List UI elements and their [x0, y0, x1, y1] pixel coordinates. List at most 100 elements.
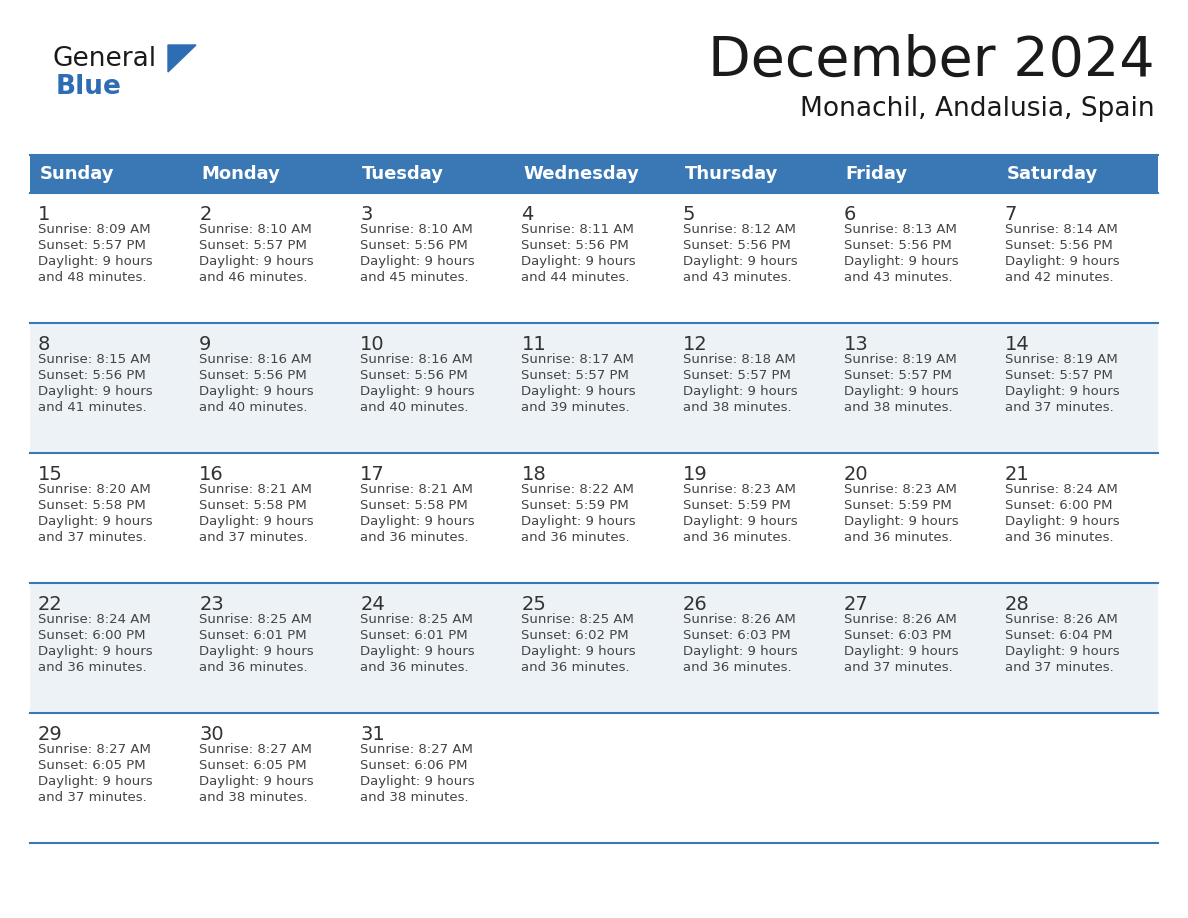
Text: Sunset: 6:03 PM: Sunset: 6:03 PM [843, 629, 952, 642]
Text: Sunset: 5:58 PM: Sunset: 5:58 PM [38, 499, 146, 512]
Text: Sunset: 5:56 PM: Sunset: 5:56 PM [360, 369, 468, 382]
Text: Sunrise: 8:10 AM: Sunrise: 8:10 AM [200, 223, 312, 236]
Polygon shape [168, 45, 196, 72]
Text: Sunrise: 8:24 AM: Sunrise: 8:24 AM [38, 613, 151, 626]
Text: Sunrise: 8:26 AM: Sunrise: 8:26 AM [1005, 613, 1118, 626]
Text: 2: 2 [200, 205, 211, 224]
Text: 13: 13 [843, 335, 868, 354]
Text: December 2024: December 2024 [708, 34, 1155, 88]
Text: Monachil, Andalusia, Spain: Monachil, Andalusia, Spain [801, 96, 1155, 122]
Text: 1: 1 [38, 205, 50, 224]
Text: 15: 15 [38, 465, 63, 484]
Text: Thursday: Thursday [684, 165, 778, 183]
Text: Daylight: 9 hours: Daylight: 9 hours [38, 385, 152, 398]
Text: 8: 8 [38, 335, 50, 354]
Bar [513, 323, 675, 453]
Text: Sunrise: 8:12 AM: Sunrise: 8:12 AM [683, 223, 796, 236]
Text: Daylight: 9 hours: Daylight: 9 hours [522, 645, 636, 658]
Bar [513, 713, 675, 843]
Text: and 43 minutes.: and 43 minutes. [843, 271, 953, 284]
Text: and 38 minutes.: and 38 minutes. [843, 401, 953, 414]
Text: 17: 17 [360, 465, 385, 484]
Text: 11: 11 [522, 335, 546, 354]
Bar [997, 583, 1158, 713]
Text: Daylight: 9 hours: Daylight: 9 hours [843, 385, 959, 398]
Text: Sunset: 6:00 PM: Sunset: 6:00 PM [38, 629, 145, 642]
Bar [30, 583, 191, 713]
Text: and 36 minutes.: and 36 minutes. [522, 661, 630, 674]
Text: Daylight: 9 hours: Daylight: 9 hours [683, 385, 797, 398]
Text: Sunrise: 8:13 AM: Sunrise: 8:13 AM [843, 223, 956, 236]
Text: 18: 18 [522, 465, 546, 484]
Text: 16: 16 [200, 465, 223, 484]
Text: Blue: Blue [56, 74, 122, 100]
Text: Sunset: 5:57 PM: Sunset: 5:57 PM [522, 369, 630, 382]
Text: Sunset: 5:56 PM: Sunset: 5:56 PM [1005, 239, 1113, 252]
Bar [835, 155, 997, 193]
Text: and 37 minutes.: and 37 minutes. [38, 791, 147, 804]
Bar [353, 323, 513, 453]
Text: and 44 minutes.: and 44 minutes. [522, 271, 630, 284]
Text: Daylight: 9 hours: Daylight: 9 hours [200, 645, 314, 658]
Bar [513, 193, 675, 323]
Text: Daylight: 9 hours: Daylight: 9 hours [360, 515, 475, 528]
Text: Sunset: 5:57 PM: Sunset: 5:57 PM [38, 239, 146, 252]
Text: Sunrise: 8:17 AM: Sunrise: 8:17 AM [522, 353, 634, 366]
Text: 31: 31 [360, 725, 385, 744]
Text: Sunset: 5:58 PM: Sunset: 5:58 PM [200, 499, 307, 512]
Text: Sunset: 6:02 PM: Sunset: 6:02 PM [522, 629, 630, 642]
Text: Daylight: 9 hours: Daylight: 9 hours [843, 515, 959, 528]
Text: and 40 minutes.: and 40 minutes. [360, 401, 469, 414]
Text: 7: 7 [1005, 205, 1017, 224]
Text: 20: 20 [843, 465, 868, 484]
Text: and 37 minutes.: and 37 minutes. [843, 661, 953, 674]
Text: and 38 minutes.: and 38 minutes. [200, 791, 308, 804]
Text: 14: 14 [1005, 335, 1030, 354]
Text: Sunset: 5:57 PM: Sunset: 5:57 PM [1005, 369, 1113, 382]
Text: Sunrise: 8:19 AM: Sunrise: 8:19 AM [843, 353, 956, 366]
Text: Sunset: 6:05 PM: Sunset: 6:05 PM [38, 759, 146, 772]
Text: Sunrise: 8:26 AM: Sunrise: 8:26 AM [843, 613, 956, 626]
Text: Sunset: 6:06 PM: Sunset: 6:06 PM [360, 759, 468, 772]
Text: 23: 23 [200, 595, 223, 614]
Bar [997, 155, 1158, 193]
Text: Daylight: 9 hours: Daylight: 9 hours [360, 255, 475, 268]
Bar [353, 583, 513, 713]
Bar [191, 713, 353, 843]
Bar [513, 583, 675, 713]
Text: Sunrise: 8:16 AM: Sunrise: 8:16 AM [200, 353, 312, 366]
Text: 6: 6 [843, 205, 857, 224]
Text: Sunset: 5:57 PM: Sunset: 5:57 PM [683, 369, 790, 382]
Bar [191, 583, 353, 713]
Bar [191, 155, 353, 193]
Text: 24: 24 [360, 595, 385, 614]
Bar [353, 155, 513, 193]
Text: and 40 minutes.: and 40 minutes. [200, 401, 308, 414]
Bar [997, 713, 1158, 843]
Text: and 36 minutes.: and 36 minutes. [522, 531, 630, 544]
Text: Sunset: 5:57 PM: Sunset: 5:57 PM [843, 369, 952, 382]
Bar [675, 155, 835, 193]
Text: Sunset: 5:56 PM: Sunset: 5:56 PM [683, 239, 790, 252]
Bar [191, 453, 353, 583]
Bar [675, 323, 835, 453]
Text: and 37 minutes.: and 37 minutes. [200, 531, 308, 544]
Text: Sunrise: 8:19 AM: Sunrise: 8:19 AM [1005, 353, 1118, 366]
Text: and 39 minutes.: and 39 minutes. [522, 401, 630, 414]
Bar [191, 323, 353, 453]
Text: Sunrise: 8:18 AM: Sunrise: 8:18 AM [683, 353, 795, 366]
Text: and 38 minutes.: and 38 minutes. [683, 401, 791, 414]
Text: and 36 minutes.: and 36 minutes. [683, 531, 791, 544]
Text: Sunrise: 8:24 AM: Sunrise: 8:24 AM [1005, 483, 1118, 496]
Text: and 38 minutes.: and 38 minutes. [360, 791, 469, 804]
Text: Sunrise: 8:16 AM: Sunrise: 8:16 AM [360, 353, 473, 366]
Bar [675, 193, 835, 323]
Text: Daylight: 9 hours: Daylight: 9 hours [360, 385, 475, 398]
Text: Daylight: 9 hours: Daylight: 9 hours [200, 515, 314, 528]
Bar [30, 713, 191, 843]
Bar [675, 583, 835, 713]
Text: 9: 9 [200, 335, 211, 354]
Text: 3: 3 [360, 205, 373, 224]
Text: and 36 minutes.: and 36 minutes. [360, 661, 469, 674]
Text: Saturday: Saturday [1007, 165, 1098, 183]
